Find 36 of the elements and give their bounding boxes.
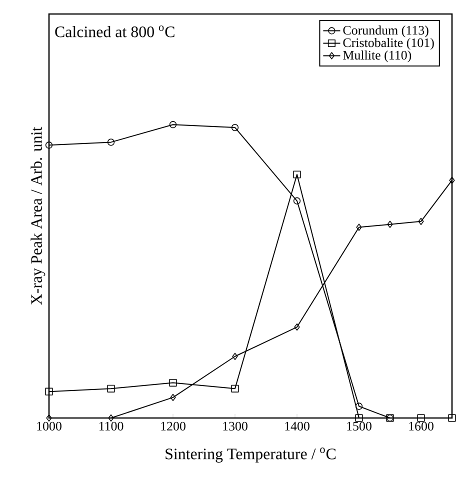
point bbox=[355, 414, 363, 422]
x-tick-label: 1500 bbox=[347, 422, 372, 431]
x-tick-label: 1600 bbox=[409, 422, 434, 431]
point bbox=[294, 323, 300, 331]
point bbox=[169, 121, 177, 128]
point bbox=[107, 384, 115, 392]
point bbox=[45, 142, 53, 149]
point bbox=[107, 138, 115, 146]
point bbox=[232, 352, 238, 360]
point bbox=[170, 394, 176, 402]
x-tick-label: 1000 bbox=[37, 422, 62, 431]
point bbox=[231, 124, 239, 132]
x-tick-label: 1400 bbox=[285, 422, 310, 431]
legend-label: Corundum (113) bbox=[343, 26, 428, 38]
point bbox=[417, 414, 425, 422]
legend-label: Mullite (110) bbox=[343, 50, 412, 62]
x-tick-label: 1100 bbox=[99, 422, 124, 431]
legend-label: Cristobalite (101) bbox=[343, 38, 434, 50]
point bbox=[231, 384, 239, 392]
point bbox=[293, 170, 301, 178]
point bbox=[108, 414, 114, 422]
point bbox=[169, 379, 177, 387]
x-tick-label: 1200 bbox=[161, 422, 186, 431]
y-axis-title: X-ray Peak Area / Arb. unit bbox=[30, 126, 46, 305]
x-axis-title: Sintering Temperature / $^{o}$C bbox=[166, 448, 336, 463]
point bbox=[45, 388, 53, 396]
text: Calcined at 800 $^{o}$C bbox=[55, 26, 174, 38]
point bbox=[356, 224, 362, 231]
point bbox=[418, 218, 424, 226]
point bbox=[293, 197, 301, 204]
point bbox=[448, 414, 456, 422]
point bbox=[46, 414, 52, 422]
point bbox=[387, 220, 393, 228]
point bbox=[355, 402, 363, 410]
point bbox=[449, 176, 455, 184]
x-tick-label: 1300 bbox=[223, 422, 248, 431]
